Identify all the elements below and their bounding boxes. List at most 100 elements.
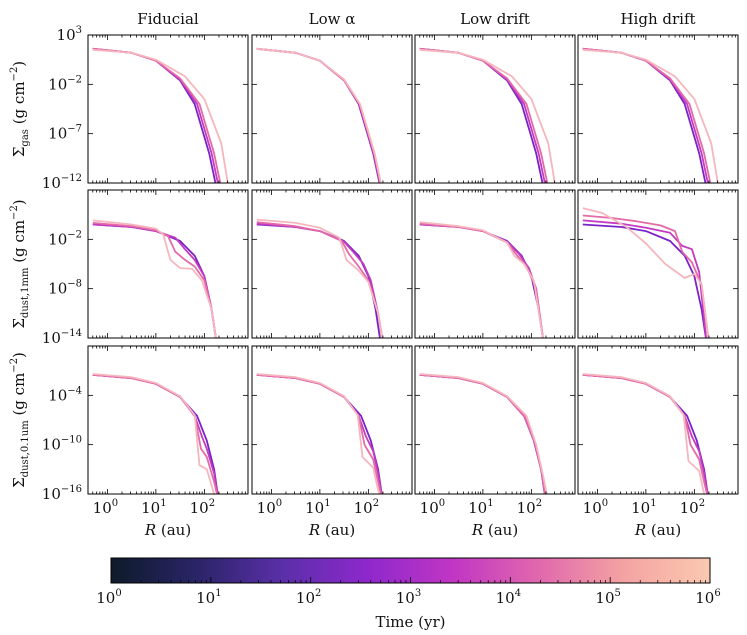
xtick-label: 100 [93,498,118,517]
panel-dust1mm-0: 10−2 10−8 10−14 [42,189,249,347]
curve-dust1mm-2-3 [419,221,544,338]
panel-frame [577,189,739,339]
panel-gas-1 [251,34,413,184]
colorbar-label: Time (yr) [375,613,445,631]
curve-gas-0-1 [92,47,219,183]
curve-dust1mm-0-0 [92,223,217,338]
colorbar-tick-label: 102 [296,588,321,607]
curve-gas-3-0 [582,47,707,183]
ylabel-dust01um: Σdust,0.1um (g cm−2) [9,352,31,488]
xlabel: R (au) [308,521,355,539]
ytick-label: 10−8 [48,279,82,298]
panel-frame [577,34,739,184]
ylabel-dust1mm: Σdust,1mm (g cm−2) [9,199,31,328]
panel-frame [414,345,576,495]
ytick-label: 10−2 [48,229,82,248]
colorbar-tick-label: 100 [96,588,121,607]
xlabel: R (au) [634,521,681,539]
panel-gas-3 [577,34,739,184]
column-title-1: Low α [309,10,356,28]
xtick-label: 100 [420,498,445,517]
curve-gas-2-3 [419,48,556,183]
xlabel: R (au) [144,521,191,539]
curve-dust1mm-2-0 [419,223,544,338]
curve-dust1mm-3-2 [582,214,710,338]
panel-dust01um-1: 100 101 102 R (au) [251,345,413,539]
column-title-3: High drift [620,10,695,28]
panel-gas-0: 103 10−2 10−7 10−12 [42,25,249,192]
xtick-label: 100 [583,498,608,517]
curve-dust01um-1-2 [256,373,382,494]
ylabel-gas: Σgas (g cm−2) [9,61,31,157]
panel-dust01um-0: 10−4 10−10 10−16 100 101 102 R (au) [42,345,249,539]
curve-dust1mm-1-1 [256,222,384,338]
curve-dust01um-2-2 [419,373,546,494]
curve-dust01um-2-3 [419,373,548,494]
colorbar-tick-label: 101 [196,588,221,607]
xtick-label: 102 [680,498,705,517]
ytick-label: 10−10 [42,435,82,454]
curve-dust01um-0-2 [92,373,218,494]
panel-gas-2 [414,34,576,184]
curve-dust1mm-0-3 [92,219,217,338]
column-title-0: Fiducial [137,10,199,28]
ytick-label: 10−14 [42,328,82,347]
curve-dust01um-2-1 [419,373,546,494]
panel-grid: Fiducial Low α Low drift High drift Σgas (g … [9,10,739,539]
xtick-label: 101 [305,498,330,517]
curve-dust1mm-3-1 [582,219,707,338]
ytick-label: 103 [57,25,82,44]
colorbar-tick-label: 106 [695,588,720,607]
panel-dust01um-2: 100 101 102 R (au) [414,345,576,539]
xtick-label: 102 [517,498,542,517]
curve-dust01um-0-3 [92,373,216,494]
ytick-label: 10−12 [42,173,82,192]
curve-dust1mm-2-2 [419,222,544,338]
xtick-label: 101 [468,498,493,517]
curve-dust01um-3-2 [582,373,708,494]
curve-gas-1-3 [256,47,382,183]
curve-dust01um-3-3 [582,373,706,494]
curve-dust1mm-3-3 [582,207,710,338]
panel-dust1mm-3 [577,189,739,339]
curve-dust01um-2-0 [419,373,546,494]
panel-frame [87,189,249,339]
curve-dust01um-1-3 [256,373,381,494]
panel-frame [414,34,576,184]
curve-dust1mm-1-2 [256,221,384,338]
panel-frame [414,189,576,339]
xtick-label: 100 [257,498,282,517]
colorbar-tick-label: 103 [396,588,421,607]
panel-frame [87,34,249,184]
curve-gas-2-0 [419,47,544,183]
curve-dust1mm-0-1 [92,223,217,338]
panel-frame [87,345,249,495]
curve-dust1mm-1-0 [256,223,381,338]
curve-gas-3-3 [582,48,719,183]
curve-gas-0-3 [92,48,229,183]
panel-dust1mm-1 [251,189,413,339]
curve-dust1mm-3-0 [582,223,707,338]
colorbar: 100 101 102 103 104 105 106 Time (yr) [96,557,721,631]
ytick-label: 10−16 [42,484,82,503]
xtick-label: 102 [354,498,379,517]
curve-gas-0-0 [92,47,217,183]
column-title-2: Low drift [460,10,530,28]
panel-frame [577,345,739,495]
curve-dust01um-0-1 [92,373,219,494]
curve-dust1mm-0-2 [92,222,217,338]
curve-dust1mm-2-1 [419,223,544,338]
ytick-label: 10−4 [48,385,82,404]
panel-frame [251,189,413,339]
ytick-label: 10−2 [48,74,82,93]
panel-frame [251,345,413,495]
xlabel: R (au) [471,521,518,539]
curve-gas-3-1 [582,47,709,183]
panel-frame [251,34,413,184]
xtick-label: 101 [141,498,166,517]
colorbar-tick-label: 105 [595,588,620,607]
curve-dust1mm-1-3 [256,218,384,338]
panel-dust1mm-2 [414,189,576,339]
xtick-label: 102 [190,498,215,517]
